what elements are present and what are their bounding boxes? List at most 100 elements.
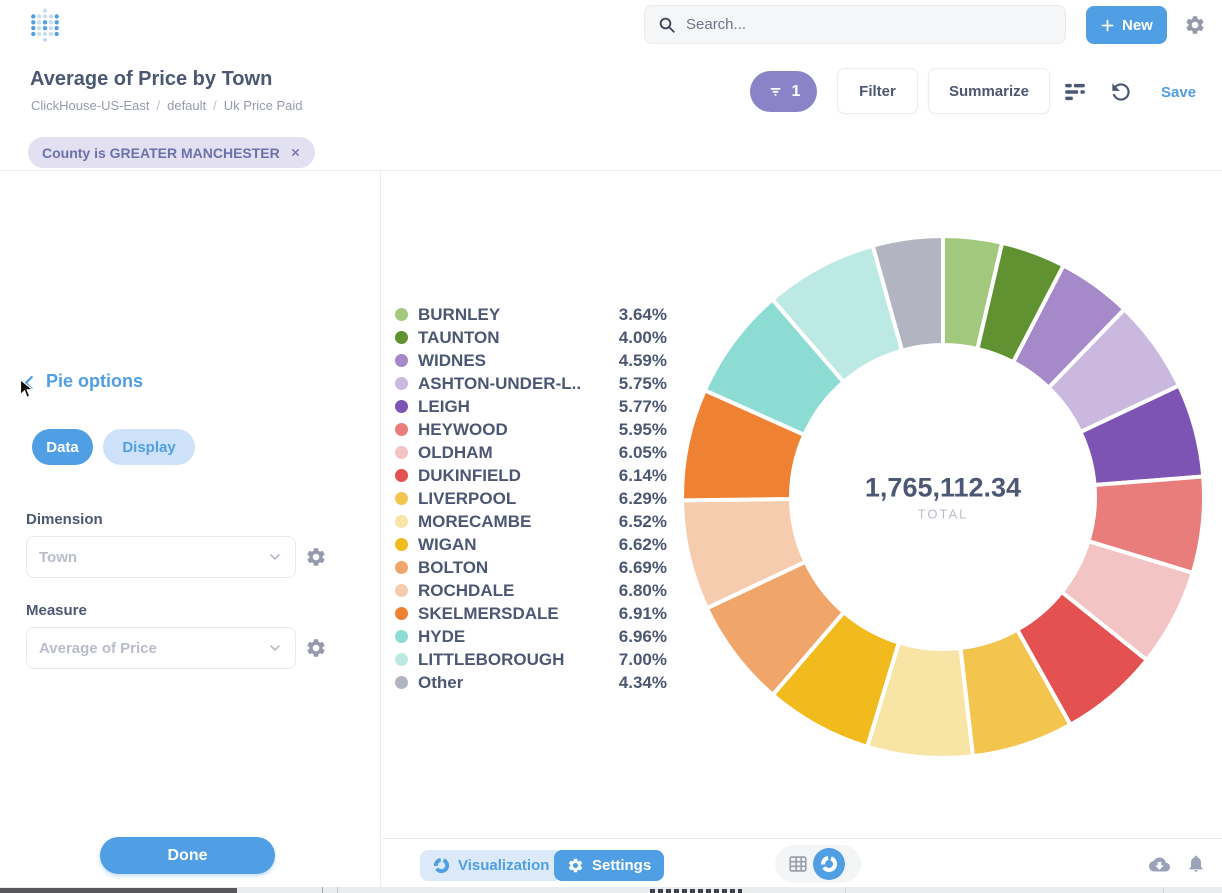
summarize-button[interactable]: Summarize — [928, 68, 1050, 114]
filter-chip[interactable]: County is GREATER MANCHESTER — [28, 137, 315, 168]
chart-view-toggle[interactable] — [813, 848, 845, 880]
legend-item-wigan[interactable]: WIGAN 6.62% — [395, 533, 667, 556]
settings-button[interactable]: Settings — [554, 850, 665, 881]
tab-display[interactable]: Display — [103, 429, 195, 465]
dimension-select[interactable]: Town — [26, 536, 296, 578]
legend-value: 5.75% — [618, 373, 667, 393]
breadcrumb: ClickHouse-US-East / default / Uk Price Pa… — [31, 98, 303, 113]
filter-count: 1 — [791, 82, 801, 100]
new-button-label: New — [1122, 16, 1153, 34]
visualization-label: Visualization — [458, 857, 550, 874]
legend-dot — [395, 630, 408, 643]
table-view-icon[interactable] — [787, 853, 809, 875]
notebook-editor-icon[interactable] — [1062, 79, 1088, 105]
done-button[interactable]: Done — [100, 837, 275, 874]
legend-item-morecambe[interactable]: MORECAMBE 6.52% — [395, 510, 667, 533]
legend-dot — [395, 538, 408, 551]
pie-slice-other[interactable] — [870, 234, 945, 353]
filter-button[interactable]: Filter — [837, 68, 918, 114]
legend-label: HEYWOOD — [418, 419, 508, 439]
legend-item-ashton-under-l-[interactable]: ASHTON-UNDER-L.. 5.75% — [395, 372, 667, 395]
legend-item-rochdale[interactable]: ROCHDALE 6.80% — [395, 579, 667, 602]
pie-chart-icon — [433, 857, 450, 874]
settings-gear-icon[interactable] — [1184, 14, 1206, 36]
legend-label: HYDE — [418, 626, 466, 646]
legend-dot — [395, 561, 408, 574]
breadcrumb-table[interactable]: Uk Price Paid — [223, 98, 303, 113]
legend-value: 6.52% — [618, 511, 667, 531]
legend-item-skelmersdale[interactable]: SKELMERSDALE 6.91% — [395, 602, 667, 625]
search-bar[interactable] — [644, 5, 1066, 44]
clipped-table-sliver — [0, 887, 1222, 893]
legend-dot — [395, 469, 408, 482]
legend-item-littleborough[interactable]: LITTLEBOROUGH 7.00% — [395, 648, 667, 671]
legend-dot — [395, 354, 408, 367]
breadcrumb-schema[interactable]: default — [167, 98, 207, 113]
legend-dot — [395, 308, 408, 321]
legend-label: SKELMERSDALE — [418, 603, 559, 623]
legend-dot — [395, 377, 408, 390]
legend-item-hyde[interactable]: HYDE 6.96% — [395, 625, 667, 648]
visualization-button[interactable]: Visualization — [420, 850, 563, 881]
save-button[interactable]: Save — [1161, 84, 1197, 101]
legend-label: OLDHAM — [418, 442, 493, 462]
legend-item-taunton[interactable]: TAUNTON 4.00% — [395, 326, 667, 349]
scrollbar-thumb[interactable] — [0, 888, 237, 893]
legend-label: LEIGH — [418, 396, 470, 416]
legend-value: 5.77% — [618, 396, 667, 416]
download-icon[interactable] — [1147, 854, 1172, 875]
filter-chip-label: County is GREATER MANCHESTER — [42, 144, 280, 161]
legend-value: 6.14% — [618, 465, 667, 485]
chevron-down-icon — [267, 549, 283, 565]
new-button[interactable]: New — [1086, 6, 1167, 44]
chart-legend: BURNLEY 3.64% TAUNTON 4.00% WIDNES 4.59% ASHTO… — [395, 303, 667, 694]
legend-value: 5.95% — [618, 419, 667, 439]
legend-value: 6.29% — [618, 488, 667, 508]
legend-item-dukinfield[interactable]: DUKINFIELD 6.14% — [395, 464, 667, 487]
chevron-down-icon — [267, 640, 283, 656]
legend-item-liverpool[interactable]: LIVERPOOL 6.29% — [395, 487, 667, 510]
legend-value: 6.05% — [618, 442, 667, 462]
legend-item-leigh[interactable]: LEIGH 5.77% — [395, 395, 667, 418]
tab-data[interactable]: Data — [32, 429, 93, 465]
funnel-icon — [767, 83, 784, 100]
legend-label: LIVERPOOL — [418, 488, 517, 508]
settings-label: Settings — [592, 857, 652, 874]
legend-label: MORECAMBE — [418, 511, 532, 531]
legend-dot — [395, 331, 408, 344]
legend-label: WIGAN — [418, 534, 477, 554]
legend-item-other[interactable]: Other 4.34% — [395, 671, 667, 694]
legend-item-oldham[interactable]: OLDHAM 6.05% — [395, 441, 667, 464]
legend-label: BURNLEY — [418, 304, 501, 324]
filter-count-pill[interactable]: 1 — [750, 71, 817, 112]
legend-label: DUKINFIELD — [418, 465, 521, 485]
dimension-gear-icon[interactable] — [305, 546, 327, 568]
clipped-table-text — [650, 889, 742, 893]
legend-value: 6.96% — [618, 626, 667, 646]
dimension-label: Dimension — [26, 511, 103, 528]
search-icon — [658, 16, 676, 34]
measure-gear-icon[interactable] — [305, 637, 327, 659]
legend-label: Other — [418, 672, 464, 692]
legend-item-heywood[interactable]: HEYWOOD 5.95% — [395, 418, 667, 441]
legend-item-burnley[interactable]: BURNLEY 3.64% — [395, 303, 667, 326]
legend-dot — [395, 584, 408, 597]
search-input[interactable] — [686, 16, 1052, 33]
refresh-icon[interactable] — [1108, 79, 1134, 105]
close-icon[interactable] — [290, 147, 301, 158]
bell-icon[interactable] — [1186, 852, 1206, 875]
legend-item-widnes[interactable]: WIDNES 4.59% — [395, 349, 667, 372]
legend-dot — [395, 607, 408, 620]
legend-dot — [395, 515, 408, 528]
legend-dot — [395, 676, 408, 689]
measure-label: Measure — [26, 602, 87, 619]
breadcrumb-database[interactable]: ClickHouse-US-East — [31, 98, 150, 113]
legend-label: WIDNES — [418, 350, 486, 370]
bottom-toolbar: Visualization Settings — [382, 838, 1222, 887]
legend-value: 6.62% — [618, 534, 667, 554]
legend-value: 3.64% — [618, 304, 667, 324]
measure-select[interactable]: Average of Price — [26, 627, 296, 669]
legend-dot — [395, 446, 408, 459]
metabase-logo[interactable] — [28, 7, 62, 43]
legend-item-bolton[interactable]: BOLTON 6.69% — [395, 556, 667, 579]
